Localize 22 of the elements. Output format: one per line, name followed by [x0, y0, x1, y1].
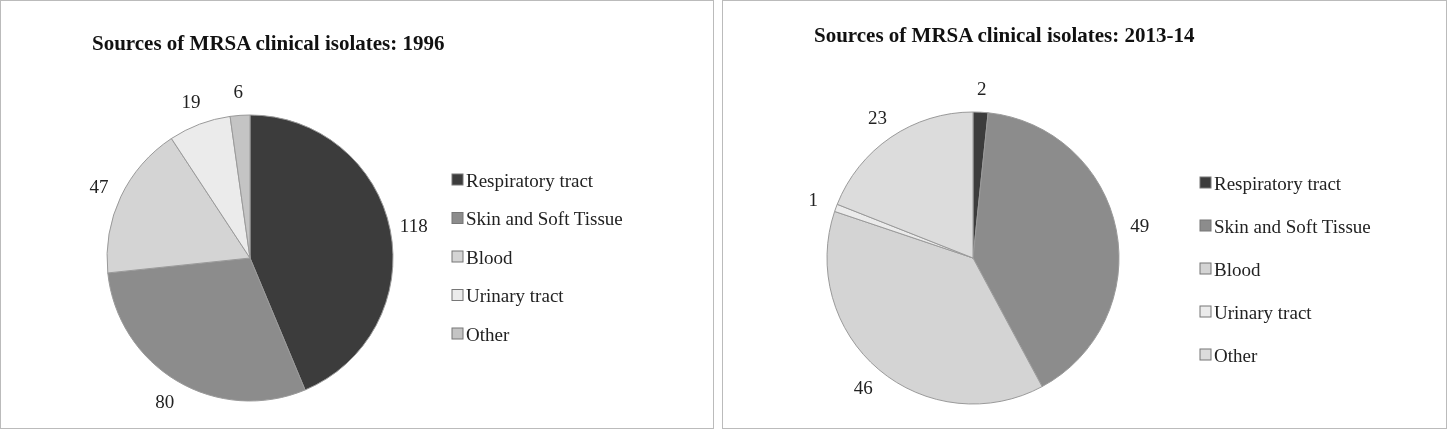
data-label: 118 — [399, 214, 428, 236]
chart-title: Sources of MRSA clinical isolates: 2013-14 — [814, 23, 1195, 47]
legend-label: Respiratory tract — [1214, 172, 1342, 194]
legend-label: Other — [1214, 344, 1258, 366]
data-label: 6 — [233, 80, 244, 102]
legend-label: Other — [466, 323, 510, 345]
legend-label: Skin and Soft Tissue — [1214, 215, 1371, 237]
data-label: 2 — [977, 77, 987, 99]
legend-label: Skin and Soft Tissue — [466, 208, 623, 229]
legend-label: Urinary tract — [466, 285, 565, 306]
legend-label: Blood — [466, 246, 513, 268]
data-label: 1 — [808, 189, 819, 211]
data-label: 47 — [89, 176, 109, 198]
data-label: 49 — [1130, 214, 1150, 236]
chart-title: Sources of MRSA clinical isolates: 1996 — [92, 31, 445, 55]
data-label: 23 — [867, 106, 887, 128]
legend-label: Respiratory tract — [466, 169, 594, 191]
data-label: 46 — [853, 377, 873, 399]
legend-label: Blood — [1214, 258, 1261, 280]
data-label: 19 — [181, 91, 201, 113]
legend-label: Urinary tract — [1214, 301, 1313, 323]
data-label: 80 — [155, 391, 175, 413]
